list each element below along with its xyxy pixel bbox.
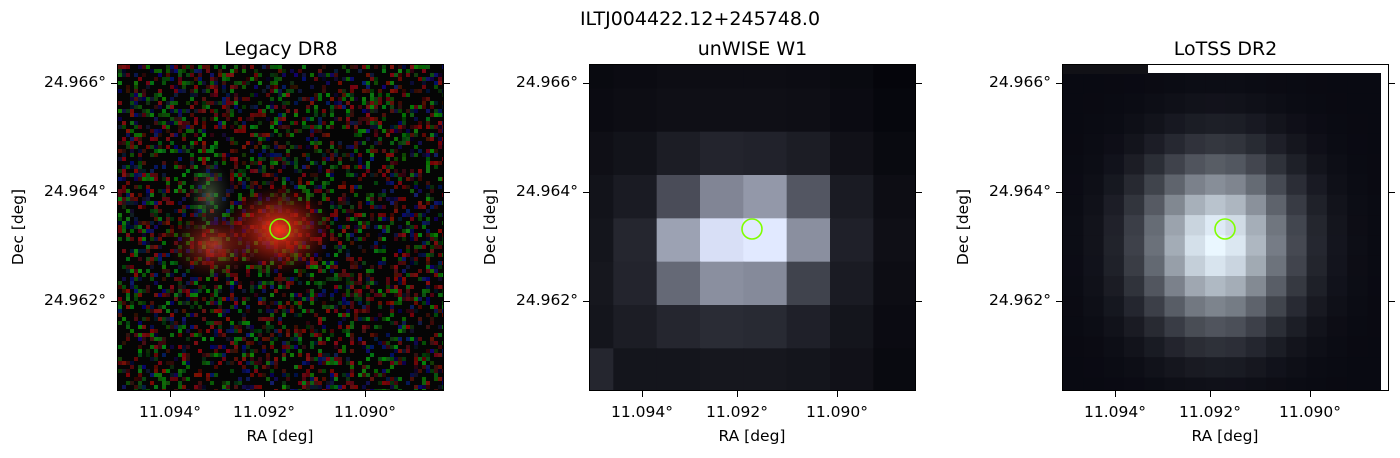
source-marker-circle (741, 218, 763, 240)
y-tick-label: 24.964° (516, 182, 578, 200)
x-tick-label: 11.092° (706, 403, 768, 421)
y-tick-label: 24.966° (989, 73, 1051, 91)
y-tick-label: 24.964° (989, 182, 1051, 200)
panel-title: Legacy DR8 (224, 38, 338, 60)
panel-title: unWISE W1 (697, 38, 808, 60)
panel-unwise-w1: unWISE W1 24.966° 24.964° 24.962° 11.094… (473, 0, 922, 458)
panel-legacy-dr8: Legacy DR8 24.966° 24.964° 24.962° 11.09… (0, 0, 450, 458)
figure-title: ILTJ004422.12+245748.0 (579, 8, 821, 30)
x-tick-label: 11.094° (1084, 403, 1146, 421)
panel-title: LoTSS DR2 (1173, 38, 1278, 60)
x-tick-label: 11.094° (611, 403, 673, 421)
y-tick-label: 24.962° (989, 291, 1051, 309)
source-marker-circle (1214, 218, 1236, 240)
x-tick-label: 11.092° (1179, 403, 1241, 421)
panel-lotss-dr2: LoTSS DR2 24.966° 24.964° 24.962° 11.094… (946, 0, 1395, 458)
x-tick-label: 11.090° (1279, 403, 1341, 421)
y-tick-label: 24.966° (44, 73, 106, 91)
y-axis-label: Dec [deg] (9, 188, 27, 266)
lotss-image (1062, 64, 1389, 391)
x-tick-label: 11.094° (139, 403, 201, 421)
y-axis-label: Dec [deg] (954, 188, 972, 266)
unwise-image (589, 64, 916, 391)
y-tick-label: 24.966° (516, 73, 578, 91)
y-tick-label: 24.962° (44, 291, 106, 309)
y-axis-label: Dec [deg] (481, 188, 499, 266)
y-tick-label: 24.962° (516, 291, 578, 309)
y-tick-label: 24.964° (44, 182, 106, 200)
x-axis-label: RA [deg] (1191, 427, 1259, 445)
x-tick-label: 11.090° (334, 403, 396, 421)
x-axis-label: RA [deg] (718, 427, 786, 445)
x-tick-label: 11.090° (806, 403, 868, 421)
x-tick-label: 11.092° (233, 403, 295, 421)
x-axis-label: RA [deg] (246, 427, 314, 445)
source-marker-circle (269, 218, 291, 240)
legacy-image (117, 64, 444, 391)
